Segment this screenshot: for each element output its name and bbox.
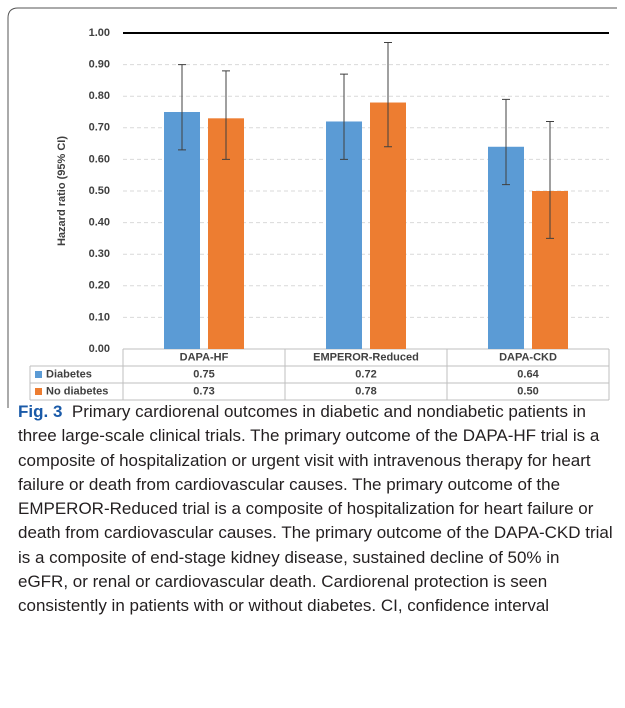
table-value: 0.72 (355, 368, 376, 380)
y-tick-label: 0.40 (89, 217, 110, 229)
y-tick-label: 0.70 (89, 122, 110, 134)
bar (164, 112, 200, 349)
error-bar (178, 64, 186, 151)
y-tick-label: 0.60 (89, 153, 110, 165)
y-axis-title: Hazard ratio (95% CI) (56, 136, 68, 246)
table-value: 0.73 (193, 385, 214, 397)
y-tick-label: 0.80 (89, 90, 110, 102)
caption-text: Primary cardiorenal outcomes in diabetic… (18, 402, 613, 616)
legend-swatch (35, 388, 42, 395)
y-tick-label: 0.90 (89, 59, 110, 71)
error-bar (384, 41, 392, 148)
x-tick-label: DAPA-HF (180, 351, 229, 363)
legend-label: Diabetes (46, 368, 92, 380)
y-tick-label: 1.00 (89, 27, 110, 39)
error-bar (222, 70, 230, 160)
caption: Fig. 3 Primary cardiorenal outcomes in d… (18, 400, 614, 619)
table-value: 0.78 (355, 385, 376, 397)
y-tick-label: 0.00 (89, 343, 110, 355)
chart: Hazard ratio (95% CI) 0.00 0.10 0.20 0.30 0.… (7, 7, 617, 408)
y-tick-label: 0.30 (89, 248, 110, 260)
error-bar (546, 120, 554, 239)
error-bar (502, 98, 510, 186)
table-value: 0.75 (193, 368, 214, 380)
x-tick-label: EMPEROR-Reduced (313, 351, 419, 363)
x-tick-label: DAPA-CKD (499, 351, 557, 363)
frame (7, 7, 617, 408)
caption-label: Fig. 3 (18, 402, 63, 421)
y-tick-label: 0.50 (89, 185, 110, 197)
legend-label: No diabetes (46, 385, 108, 397)
legend-swatch (35, 371, 42, 378)
error-bar (340, 73, 348, 160)
table-value: 0.50 (517, 385, 538, 397)
table-value: 0.64 (517, 368, 539, 380)
y-tick-label: 0.10 (89, 311, 110, 323)
y-tick-label: 0.20 (89, 280, 110, 292)
